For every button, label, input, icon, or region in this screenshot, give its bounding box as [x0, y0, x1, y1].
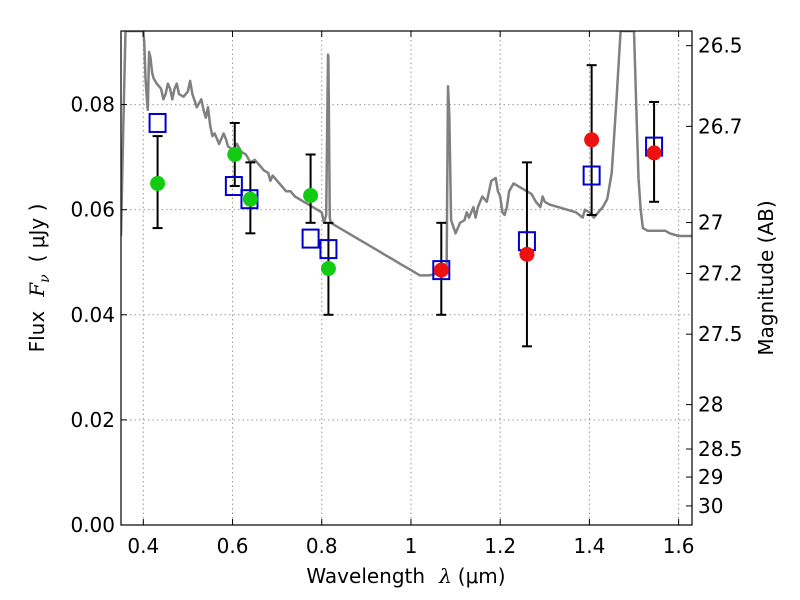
model-photometry-square — [148, 112, 167, 133]
x-tick-label: 1 — [405, 534, 418, 558]
plot-area — [121, 31, 692, 348]
y-tick-label: 0.04 — [70, 303, 115, 327]
x-axis-title: Wavelength λ (μm) — [306, 564, 505, 588]
y2-tick-label: 26.5 — [698, 34, 743, 58]
nir-data-point — [433, 262, 449, 278]
optical-data-point — [242, 191, 258, 207]
y-tick-label: 0.00 — [70, 513, 115, 537]
nir-data-point — [519, 246, 535, 262]
x-tick-label: 1.4 — [573, 534, 605, 558]
x-tick-label: 0.4 — [127, 534, 159, 558]
model-sed-line — [121, 31, 692, 277]
model-photometry-square — [319, 239, 338, 260]
y2-tick-label: 28 — [698, 393, 723, 417]
optical-data-point — [150, 175, 166, 191]
optical-data-point — [320, 261, 336, 277]
model-photometry-square — [301, 228, 320, 249]
y-tick-label: 0.06 — [70, 198, 115, 222]
y2-tick-label: 26.7 — [698, 114, 743, 138]
y2-tick-label: 29 — [698, 465, 723, 489]
y2-tick-label: 27 — [698, 211, 723, 235]
y2-tick-label: 28.5 — [698, 437, 743, 461]
y-tick-label: 0.02 — [70, 408, 115, 432]
x-tick-label: 1.6 — [663, 534, 695, 558]
model-photometry-square — [582, 165, 601, 186]
nir-data-point — [584, 132, 600, 148]
model-photometry-square — [224, 176, 243, 197]
observed-points — [150, 132, 662, 278]
axis-ticks: 0.4 0.6 0.8 1 1.2 1.4 1.6 0.00 0.02 0.04 0.06 0.08 2… — [70, 31, 743, 558]
y-axis-title: FluxFν( μJy ) — [25, 204, 53, 353]
x-tick-label: 0.6 — [217, 534, 249, 558]
model-photometry-square — [432, 260, 451, 281]
plot-frame — [120, 30, 693, 526]
x-tick-label: 1.2 — [484, 534, 516, 558]
y2-tick-label: 27.5 — [698, 322, 743, 346]
x-tick-label: 0.8 — [306, 534, 338, 558]
plot-background — [121, 31, 692, 525]
optical-data-point — [303, 187, 319, 203]
nir-data-point — [646, 145, 662, 161]
y-tick-label: 0.08 — [70, 93, 115, 117]
y2-axis-title: Magnitude (AB) — [754, 200, 778, 355]
y2-tick-label: 30 — [698, 494, 723, 518]
optical-data-point — [227, 147, 243, 162]
y2-tick-label: 27.2 — [698, 261, 743, 285]
